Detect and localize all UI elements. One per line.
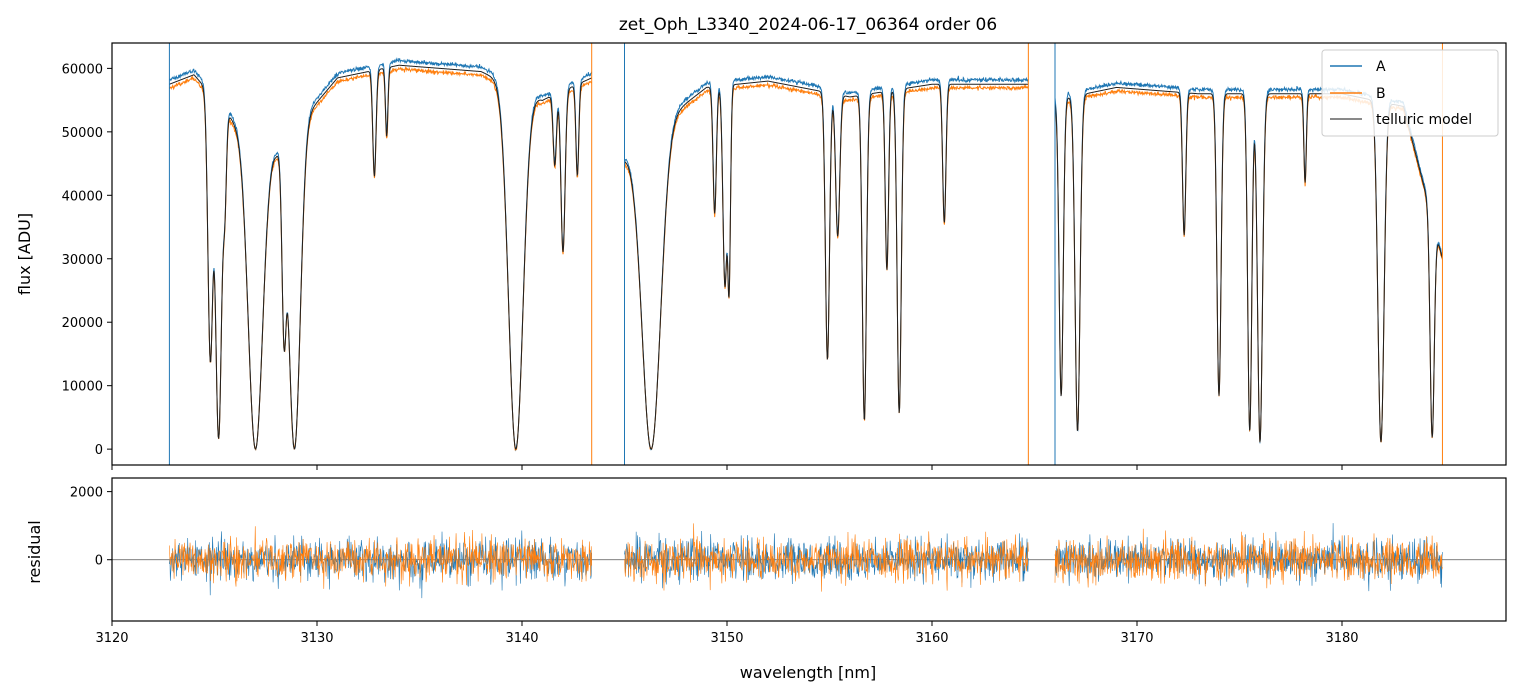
telluric-model-segment-2 [1054, 86, 1443, 443]
flux-ytick-label: 10000 [62, 380, 103, 395]
residual-ytick-label: 0 [95, 554, 103, 569]
series-a-segment-1 [624, 74, 1029, 451]
residual-xtick-label: 3140 [505, 631, 538, 646]
telluric-model-segment-0 [169, 64, 592, 450]
residual-xtick-label: 3160 [915, 631, 948, 646]
residual-axes-frame [111, 477, 1507, 622]
residual-b-segment-1 [624, 523, 1029, 592]
flux-axes-frame [111, 42, 1507, 466]
legend-label-a: A [1376, 59, 1386, 75]
flux-ytick-label: 40000 [62, 189, 103, 204]
flux-panel: 0 10000 20000 30000 40000 50000 60000 flux [AD… [15, 42, 1507, 470]
flux-ytick-label: 20000 [62, 316, 103, 331]
residual-panel: 0 2000 3120 3130 3140 3150 3160 3170 3180 resid… [25, 477, 1507, 682]
flux-ytick-label: 30000 [62, 253, 103, 268]
series-a-segment-0 [168, 57, 593, 452]
residual-ytick-label: 2000 [70, 486, 103, 501]
flux-ytick-label: 60000 [62, 62, 103, 77]
residual-b-segment-0 [169, 526, 592, 589]
chart-title: zet_Oph_L3340_2024-06-17_06364 order 06 [619, 15, 997, 35]
telluric-model-segment-1 [624, 80, 1029, 450]
residual-xtick-label: 3180 [1325, 631, 1358, 646]
residual-xtick-label: 3130 [300, 631, 333, 646]
flux-ytick-label: 50000 [62, 126, 103, 141]
residual-xtick-label: 3170 [1120, 631, 1153, 646]
legend: A B telluric model [1321, 49, 1499, 137]
residual-b-segment-2 [1054, 528, 1443, 589]
residual-ylabel: residual [25, 520, 44, 583]
flux-ylabel: flux [ADU] [15, 213, 34, 295]
flux-ytick-label: 0 [95, 443, 103, 458]
wavelength-xlabel: wavelength [nm] [740, 663, 877, 682]
residual-xtick-label: 3120 [95, 631, 128, 646]
residual-xtick-label: 3150 [710, 631, 743, 646]
legend-label-b: B [1376, 86, 1386, 102]
series-b-segment-1 [624, 81, 1029, 450]
legend-label-model: telluric model [1376, 112, 1472, 128]
residual-a-segment-1 [624, 530, 1029, 589]
series-b-segment-0 [168, 65, 593, 451]
